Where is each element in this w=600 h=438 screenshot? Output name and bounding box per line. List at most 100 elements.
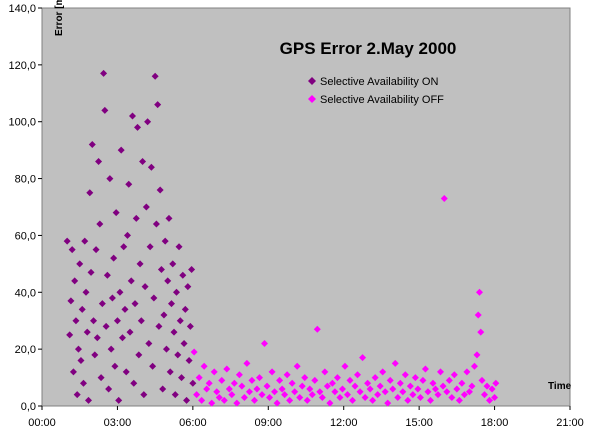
data-point <box>366 385 374 393</box>
data-point <box>112 209 120 217</box>
data-point <box>102 322 110 330</box>
data-point <box>453 385 461 393</box>
data-point <box>181 305 189 313</box>
data-point <box>174 351 182 359</box>
data-point <box>376 382 384 390</box>
legend-label-sa-off: Selective Availability OFF <box>320 94 444 106</box>
data-point <box>169 260 177 268</box>
data-point <box>470 362 478 370</box>
data-point <box>301 374 309 382</box>
data-point <box>76 260 84 268</box>
data-point <box>437 368 445 376</box>
data-point <box>113 317 121 325</box>
data-point <box>120 243 128 251</box>
data-point <box>396 379 404 387</box>
series-sa-on <box>63 69 197 404</box>
data-point <box>233 399 241 407</box>
data-point <box>443 388 451 396</box>
data-point <box>389 385 397 393</box>
data-point <box>156 186 164 194</box>
data-point <box>331 388 339 396</box>
legend-marker-sa-off <box>308 95 316 103</box>
data-point <box>81 237 89 245</box>
data-point <box>411 374 419 382</box>
data-point <box>321 368 329 376</box>
data-point <box>167 300 175 308</box>
data-point <box>223 365 231 373</box>
data-point <box>343 391 351 399</box>
data-point <box>210 368 218 376</box>
data-point <box>127 277 135 285</box>
data-point <box>135 351 143 359</box>
x-tick-label: 00:00 <box>28 417 56 429</box>
x-tick-label: 18:00 <box>481 417 509 429</box>
data-point <box>213 388 221 396</box>
legend-label-sa-on: Selective Availability ON <box>320 76 438 88</box>
data-point <box>371 374 379 382</box>
data-point <box>166 368 174 376</box>
data-point <box>100 69 108 77</box>
data-point <box>475 288 483 296</box>
data-point <box>298 382 306 390</box>
data-point <box>404 396 412 404</box>
x-tick-label: 03:00 <box>104 417 132 429</box>
legend: Selective Availability ON Selective Avai… <box>308 76 444 106</box>
data-point <box>198 396 206 404</box>
data-point <box>416 393 424 401</box>
data-point <box>477 328 485 336</box>
y-axis: 0,0 20,0 40,0 60,0 80,0 100,0 120,0 140,0 <box>8 3 42 413</box>
data-point <box>481 391 489 399</box>
data-point <box>245 388 253 396</box>
data-point <box>478 376 486 384</box>
x-tick-label: 21:00 <box>556 417 584 429</box>
data-point <box>458 379 466 387</box>
data-point <box>185 357 193 365</box>
data-point <box>361 393 369 401</box>
data-point <box>220 396 228 404</box>
data-point <box>409 391 417 399</box>
data-point <box>311 376 319 384</box>
data-point <box>491 393 499 401</box>
data-point <box>354 371 362 379</box>
data-point <box>165 214 173 222</box>
data-point <box>323 382 331 390</box>
data-point <box>218 376 226 384</box>
data-point <box>69 368 77 376</box>
data-point <box>178 374 186 382</box>
data-point <box>170 328 178 336</box>
data-point <box>215 393 223 401</box>
data-point <box>486 396 494 404</box>
data-point <box>150 294 158 302</box>
data-point <box>328 379 336 387</box>
data-point <box>200 362 208 370</box>
data-point <box>426 396 434 404</box>
data-point <box>293 362 301 370</box>
series-sa-off <box>190 194 500 407</box>
data-point <box>235 371 243 379</box>
data-point <box>468 382 476 390</box>
data-point <box>268 368 276 376</box>
data-point <box>488 385 496 393</box>
data-point <box>384 399 392 407</box>
data-point <box>176 317 184 325</box>
data-point <box>439 382 447 390</box>
data-point <box>338 385 346 393</box>
data-point <box>108 294 116 302</box>
data-point <box>87 268 95 276</box>
y-tick-label: 100,0 <box>8 117 36 129</box>
data-point <box>86 189 94 197</box>
data-point <box>399 388 407 396</box>
data-point <box>230 379 238 387</box>
data-point <box>175 243 183 251</box>
data-point <box>111 362 119 370</box>
data-point <box>164 277 172 285</box>
data-point <box>276 376 284 384</box>
data-point <box>406 382 414 390</box>
data-point <box>492 379 500 387</box>
data-point <box>346 376 354 384</box>
data-point <box>273 399 281 407</box>
data-point <box>266 393 274 401</box>
data-point <box>159 385 167 393</box>
data-point <box>116 288 124 296</box>
